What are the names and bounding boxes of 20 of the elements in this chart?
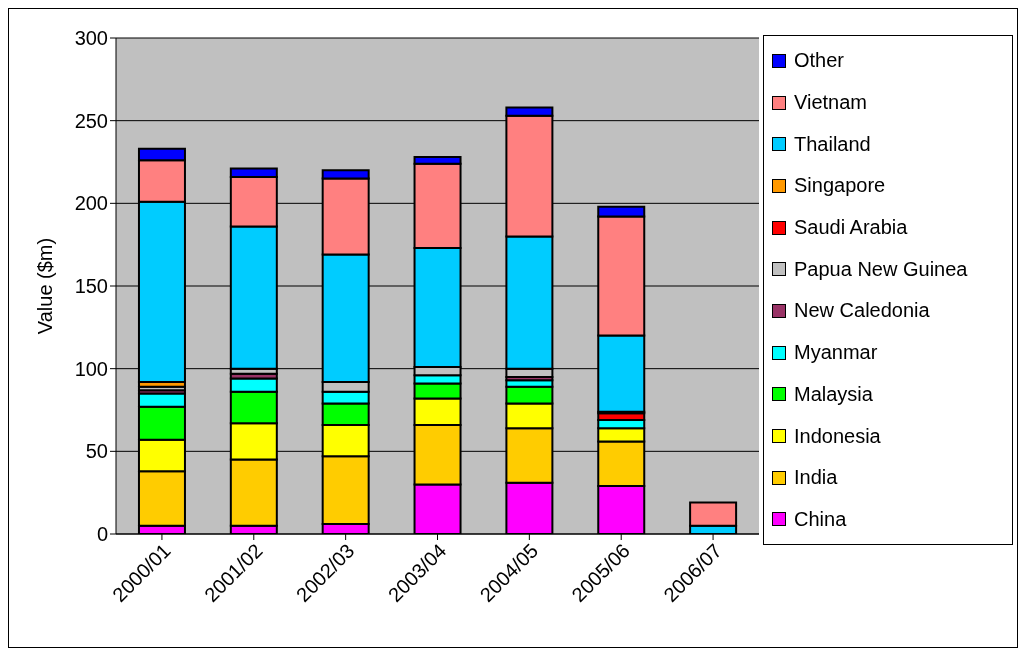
legend-label: Singapore [794, 174, 886, 198]
legend-label: Papua New Guinea [794, 257, 968, 281]
y-tick-label: 100 [74, 357, 108, 380]
y-tick-label: 150 [74, 275, 108, 298]
y-axis-title: Value ($m) [34, 237, 57, 335]
legend-label: New Caledonia [794, 299, 930, 323]
legend-label: Thailand [794, 132, 871, 156]
y-tick-label: 200 [74, 192, 108, 215]
legend-label: Malaysia [794, 382, 873, 406]
legend-label: Vietnam [794, 91, 868, 115]
legend-label: Other [794, 49, 845, 73]
legend-label: Indonesia [794, 424, 881, 448]
y-tick-label: 0 [96, 523, 108, 546]
y-tick-label: 250 [74, 109, 108, 132]
legend-label: Myanmar [794, 341, 878, 365]
legend-label: Saudi Arabia [794, 216, 908, 240]
y-tick-label: 50 [85, 440, 108, 463]
legend-label: India [794, 466, 838, 490]
legend-label: China [794, 507, 847, 531]
y-tick-label: 300 [74, 27, 108, 50]
